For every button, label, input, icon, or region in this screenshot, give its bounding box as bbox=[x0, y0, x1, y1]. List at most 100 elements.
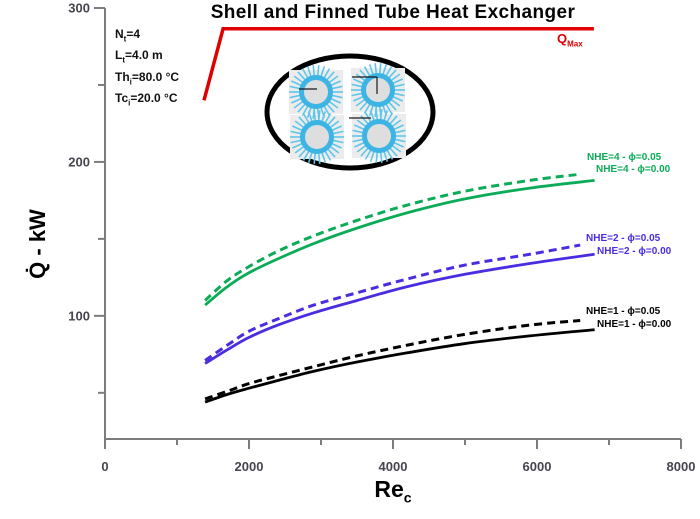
finned-tube bbox=[290, 110, 344, 164]
fin-line bbox=[378, 63, 382, 75]
fin-line bbox=[383, 150, 389, 162]
legend-label: NHE=4 - ϕ=0.00 bbox=[596, 164, 671, 175]
fin-line bbox=[293, 75, 304, 84]
fin-line bbox=[356, 144, 367, 153]
fin-line bbox=[302, 150, 310, 161]
fin-line bbox=[328, 75, 339, 84]
legend-label: NHE=1 - ϕ=0.00 bbox=[597, 319, 672, 330]
fin-line bbox=[292, 125, 303, 132]
fin-line bbox=[312, 65, 316, 77]
fin-line bbox=[391, 119, 402, 128]
fin-line bbox=[326, 71, 335, 81]
legend-label: NHE=1 - ϕ=0.05 bbox=[586, 306, 661, 317]
parameter-line: Lt=4.0 m bbox=[115, 48, 163, 65]
fin-line bbox=[324, 150, 332, 161]
fin-line bbox=[389, 115, 398, 125]
x-axis-label: Rec bbox=[105, 476, 681, 506]
series-4-curve bbox=[204, 252, 595, 365]
finned-tube bbox=[289, 65, 343, 119]
fin-line bbox=[353, 78, 364, 85]
fin-line bbox=[331, 125, 342, 132]
finned-tube-inset bbox=[264, 53, 436, 171]
fin-line bbox=[307, 151, 313, 163]
fin-line bbox=[332, 130, 344, 135]
fin-line bbox=[383, 110, 389, 122]
series-3-curve bbox=[204, 243, 581, 362]
fin-line bbox=[368, 64, 374, 76]
fin-line bbox=[369, 150, 375, 162]
finned-tube bbox=[352, 109, 406, 163]
fin-line bbox=[385, 66, 393, 77]
series-5-curve bbox=[204, 318, 581, 401]
legend-label: NHE=2 - ϕ=0.00 bbox=[597, 246, 672, 257]
y-tick-label: 200 bbox=[68, 154, 90, 169]
fin-line bbox=[375, 151, 379, 163]
fin-line bbox=[393, 124, 404, 131]
fin-line bbox=[291, 97, 302, 104]
y-tick-label: 300 bbox=[68, 1, 90, 16]
fin-line bbox=[313, 152, 317, 164]
fin-line bbox=[289, 85, 301, 90]
fin-line bbox=[382, 64, 388, 76]
parameter-line: Tci=20.0 °C bbox=[115, 91, 178, 108]
fin-line bbox=[390, 73, 401, 82]
fin-line bbox=[379, 151, 383, 163]
fin-line bbox=[292, 142, 303, 149]
x-axis-label-base: Re bbox=[374, 476, 404, 502]
fin-line bbox=[359, 101, 368, 111]
fin-line bbox=[293, 100, 304, 109]
fin-line bbox=[351, 92, 363, 97]
fin-line bbox=[321, 111, 327, 123]
fin-line bbox=[302, 113, 310, 124]
fin-line bbox=[394, 138, 406, 143]
series-1-curve bbox=[204, 172, 581, 302]
fin-line bbox=[301, 68, 309, 79]
legend-label: NHE=2 - ϕ=0.05 bbox=[586, 233, 661, 244]
fin-line bbox=[297, 103, 306, 113]
y-tick-label: 100 bbox=[68, 308, 90, 323]
fin-line bbox=[329, 120, 340, 129]
fin-line bbox=[355, 98, 366, 107]
fin-line bbox=[297, 71, 306, 81]
legend-label: NHE=4 - ϕ=0.05 bbox=[587, 152, 662, 163]
fin-line bbox=[320, 66, 326, 78]
fin-line bbox=[330, 80, 341, 87]
parameter-line: Nt=4 bbox=[115, 27, 141, 44]
fin-line bbox=[352, 129, 364, 134]
fin-line bbox=[306, 66, 312, 78]
fin-line bbox=[389, 147, 398, 157]
y-axis-label: Q̇ - kW bbox=[25, 209, 50, 279]
fin-line bbox=[351, 83, 363, 88]
fin-line bbox=[390, 98, 401, 107]
fin-line bbox=[317, 152, 321, 164]
fin-line bbox=[332, 139, 344, 144]
fin-line bbox=[290, 139, 302, 144]
fin-line bbox=[313, 110, 317, 122]
series-6-curve bbox=[204, 328, 595, 404]
fin-line bbox=[363, 66, 371, 77]
fin-line bbox=[364, 149, 372, 160]
fin-line bbox=[329, 145, 340, 154]
fin-line bbox=[323, 68, 331, 79]
qmax-line-label: QMax bbox=[557, 31, 583, 49]
fin-line bbox=[388, 101, 397, 111]
parameter-annotations: Nt=4 Lt=4.0 m Thi=80.0 °C Tci=20.0 °C bbox=[115, 26, 179, 112]
tube-circle bbox=[299, 75, 333, 109]
fin-line bbox=[363, 103, 371, 114]
fin-line bbox=[331, 142, 342, 149]
fin-line bbox=[393, 141, 404, 148]
fin-line bbox=[328, 100, 339, 109]
fin-line bbox=[388, 69, 397, 79]
fin-line bbox=[294, 120, 305, 129]
fin-line bbox=[298, 116, 307, 126]
fin-line bbox=[369, 110, 375, 122]
x-axis-label-sub: c bbox=[403, 489, 412, 506]
fin-line bbox=[386, 112, 394, 123]
x-tick-label: 6000 bbox=[523, 459, 552, 474]
fin-line bbox=[379, 109, 383, 121]
fin-line bbox=[298, 148, 307, 158]
fin-line bbox=[354, 141, 365, 148]
fin-line bbox=[327, 148, 336, 158]
